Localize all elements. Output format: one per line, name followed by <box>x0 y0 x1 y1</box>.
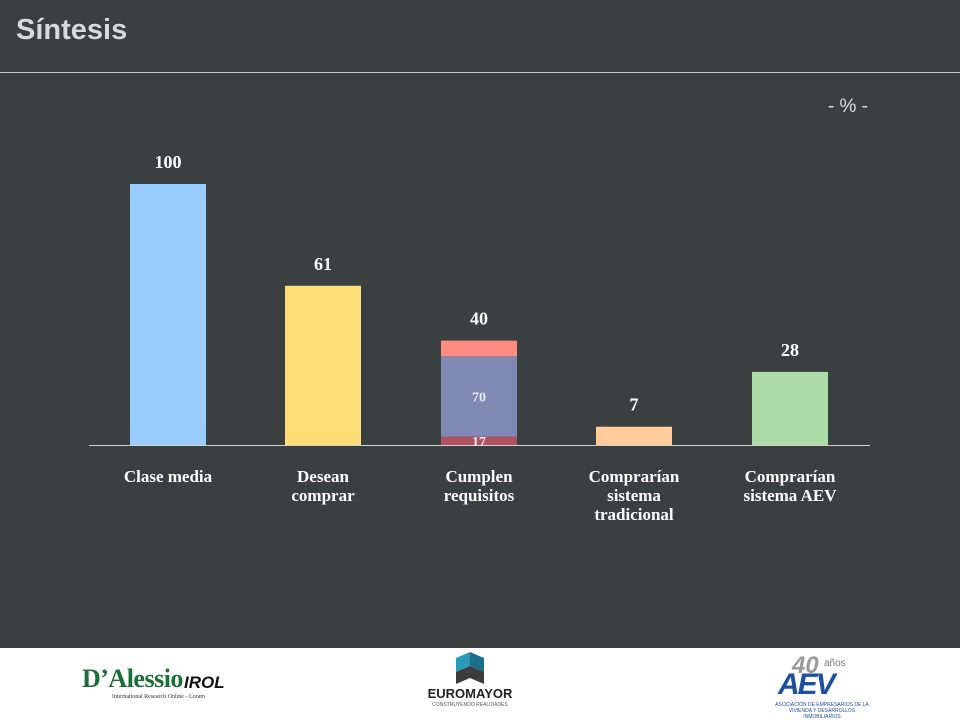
data-label: 61 <box>314 254 332 274</box>
category-label: Comprarían sistema AEV <box>743 467 837 505</box>
aev-40-anos-logo: 40 años AEV ASOCIACIÓN DE EMPRESARIOS DE… <box>772 652 872 720</box>
segment-label: 70 <box>472 390 486 405</box>
category-label: Cumplen requisitos <box>444 467 515 505</box>
bar <box>285 285 361 445</box>
bar-segment <box>441 356 517 437</box>
category-label: Comprarían sistema tradicional <box>589 467 680 524</box>
category-label: Clase media <box>124 467 213 486</box>
dalessio-logo-text: D’Alessio <box>82 664 183 693</box>
euromayor-logo-text: EUROMAYOR <box>427 686 513 701</box>
bar-segment <box>441 436 517 445</box>
footer-logos: D’Alessio IROL International Research On… <box>0 648 960 720</box>
aev-logo-text: AEV <box>778 668 836 701</box>
euromayor-logo: EUROMAYOR CONSTRUYENDO REALIDADES <box>420 652 520 716</box>
aev-40-text: 40 <box>792 652 819 679</box>
euromayor-icon <box>456 652 484 684</box>
title-divider <box>0 72 960 73</box>
bar <box>596 426 672 445</box>
euromayor-logo-subtext: CONSTRUYENDO REALIDADES <box>432 702 508 708</box>
dalessio-irol-logo: D’Alessio IROL International Research On… <box>82 664 242 704</box>
data-label: 28 <box>781 340 799 360</box>
bar-chart: 100 Clase media 61 Desean comprar 17 70 40 Cumpl… <box>89 152 870 524</box>
bar-segment <box>441 340 517 357</box>
dalessio-logo-subtext: International Research Online - Loram <box>112 694 205 700</box>
page-title: Síntesis <box>16 14 128 46</box>
data-label: 100 <box>155 152 182 172</box>
irol-logo-text: IROL <box>184 673 225 692</box>
aev-anos-text: años <box>824 658 846 669</box>
bar <box>130 184 206 445</box>
category-label: Desean comprar <box>291 467 355 505</box>
aev-logo-subtext: ASOCIACIÓN DE EMPRESARIOS DE LA VIVIENDA… <box>775 702 869 720</box>
unit-label: - % - <box>827 96 868 117</box>
bar <box>752 371 828 445</box>
data-label: 40 <box>470 309 488 329</box>
data-label: 7 <box>630 395 639 415</box>
segment-label: 17 <box>472 435 486 450</box>
